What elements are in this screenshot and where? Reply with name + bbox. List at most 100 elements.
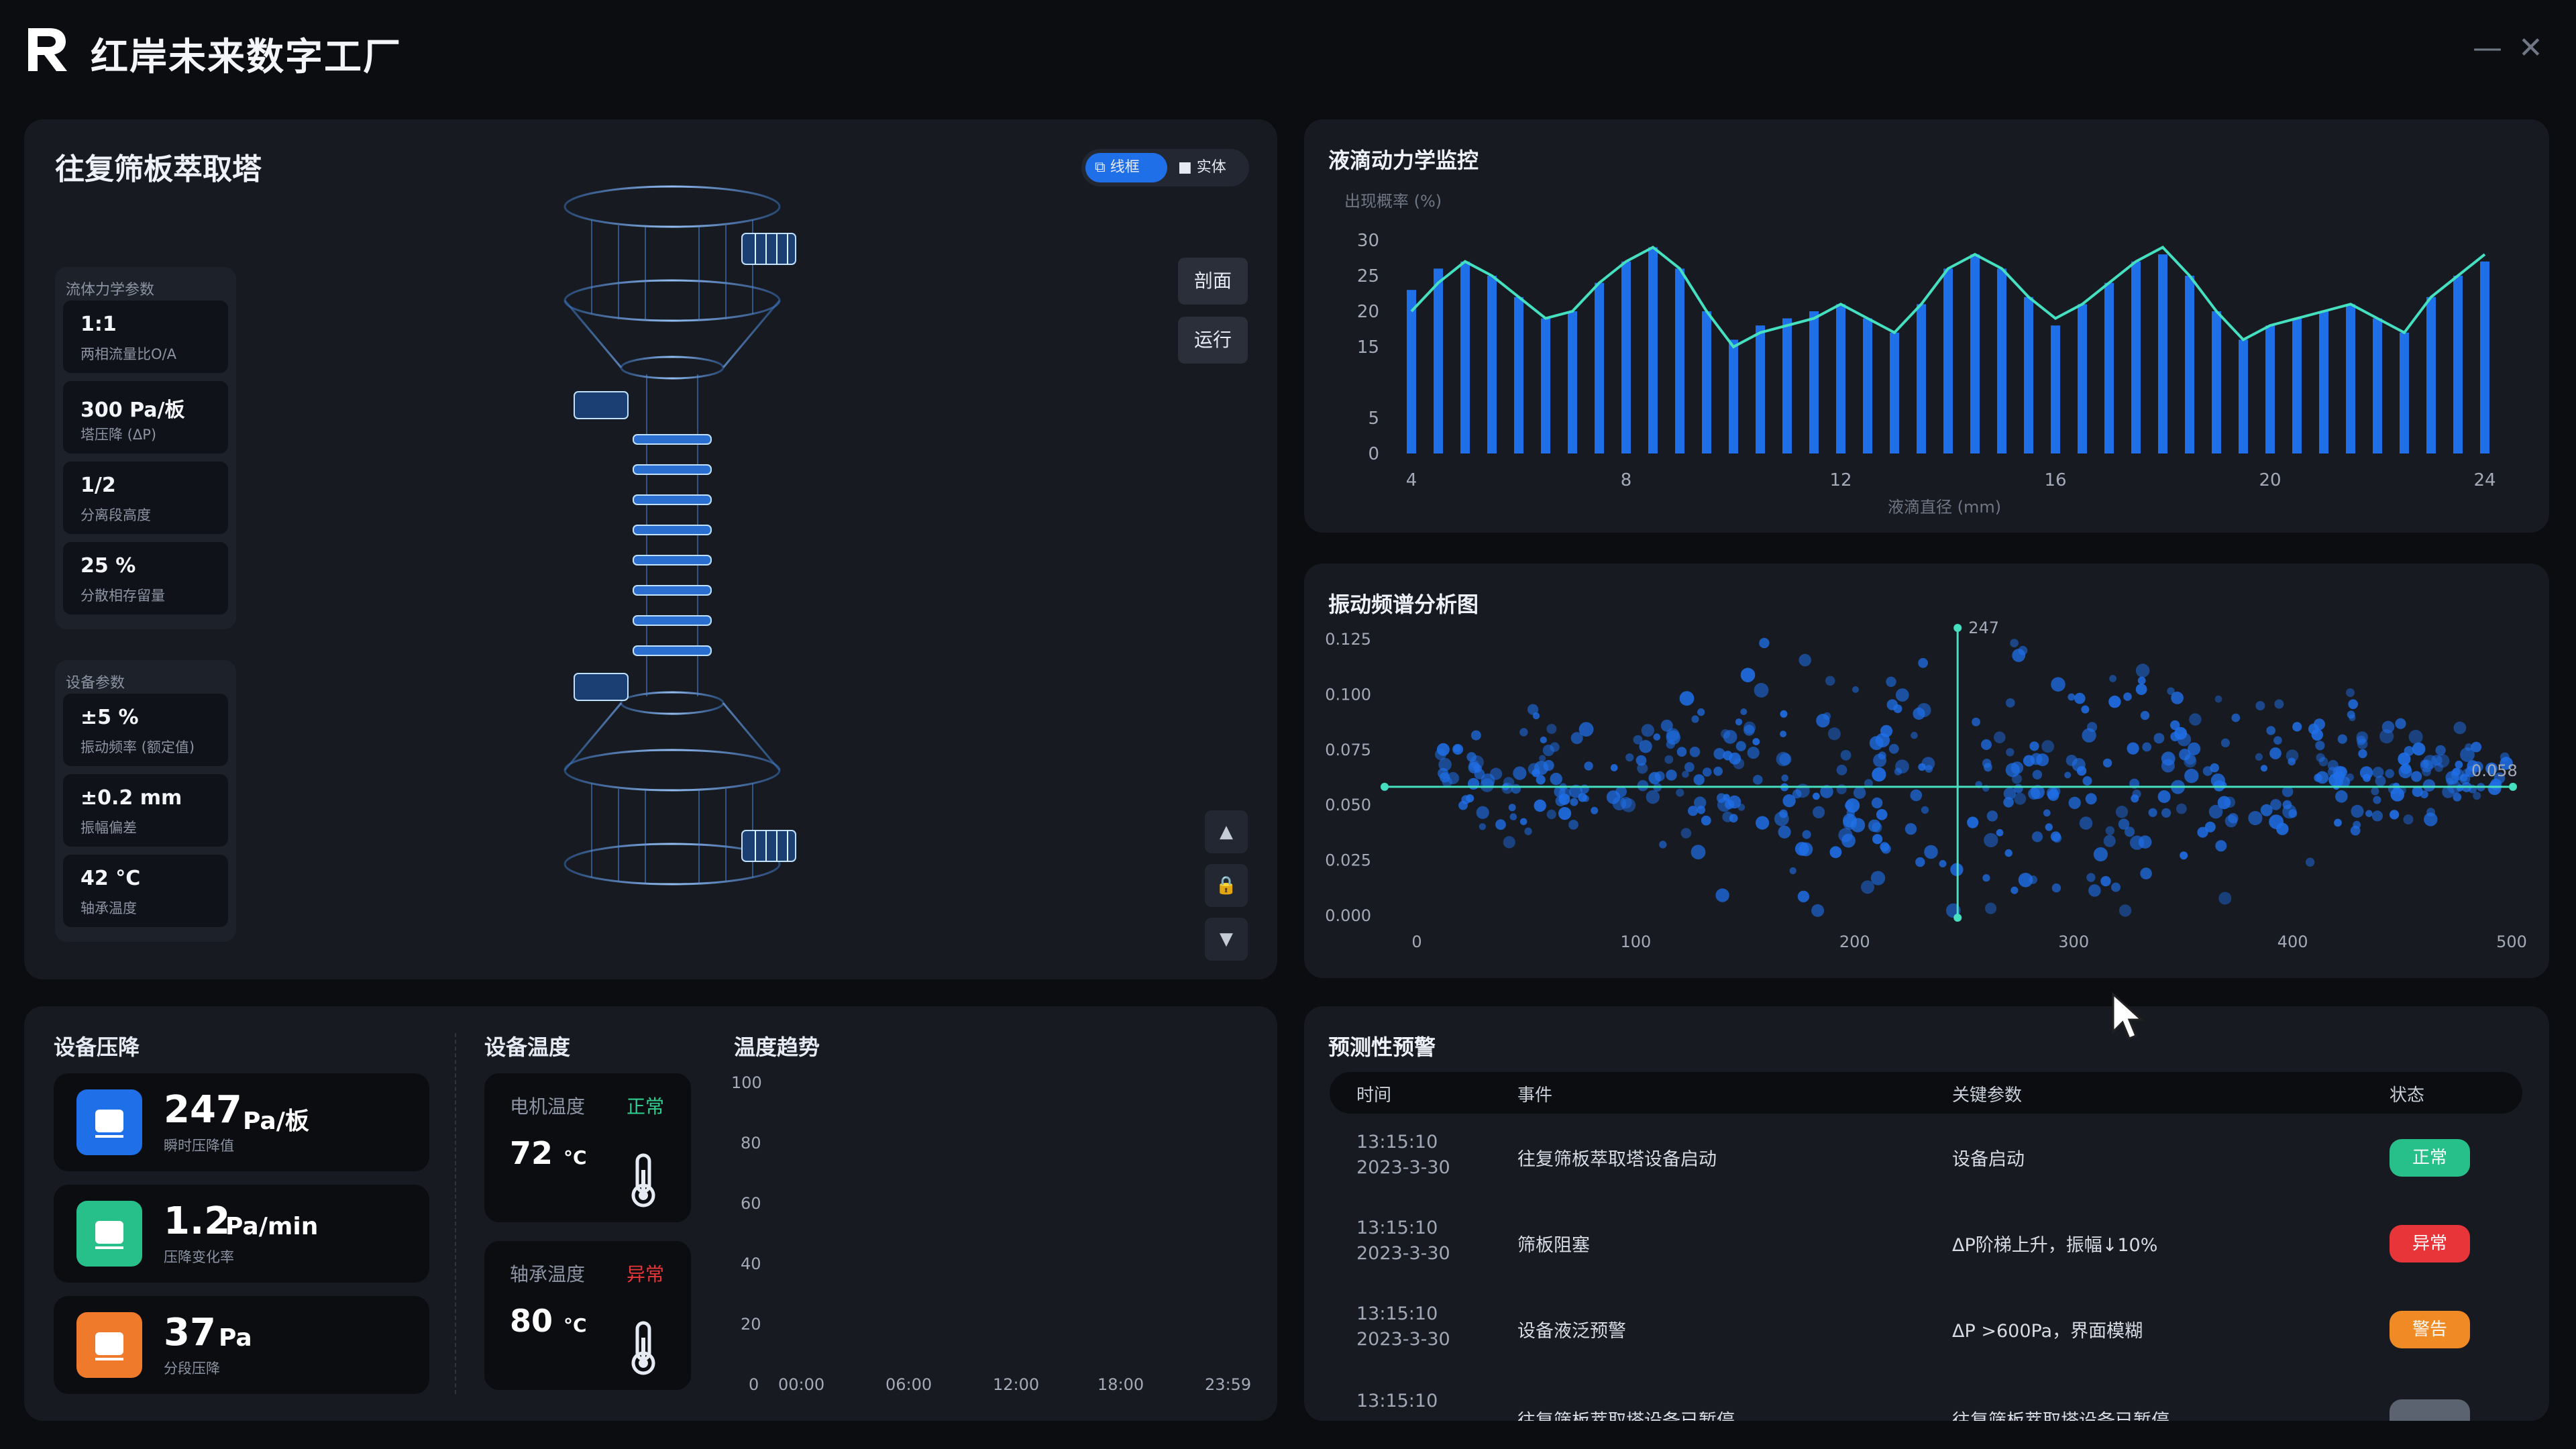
vibration-point [2135,663,2150,678]
trend-x-tick: 12:00 [993,1375,1040,1394]
kpi-value: 1.2 [164,1199,231,1243]
droplet-bar [2158,254,2167,453]
vibration-point [2395,718,2406,729]
param-separation-height: 1/2 分离段高度 [63,462,228,534]
vibration-point [2318,757,2328,767]
vibration-point [2276,822,2289,835]
vibration-point [1646,790,1660,804]
vibration-point [2210,763,2219,773]
vibration-point [2029,741,2039,751]
param-label: 轴承温度 [80,900,137,916]
vibration-point [1878,751,1886,760]
table-row-partial[interactable]: 13:15:10 往复筛板萃取塔设备已暂停 往复筛板萃取塔设备已暂停 [1304,1386,2549,1421]
vibration-point [1476,806,1489,819]
vibration-point [1546,724,1557,735]
vibration-point [1495,819,1506,830]
vibration-point [1503,836,1515,849]
alerts-table-header: 时间 事件 关键参数 状态 [1330,1072,2522,1114]
vibration-point [2111,882,2121,892]
vibration-point [2023,755,2035,767]
vibration-point [2135,684,2147,695]
vibration-point [1740,667,1756,683]
vibration-point [1637,763,1648,774]
vibration-point [1508,804,1516,812]
vibration-point [2434,763,2444,772]
vibration-point [1921,757,1935,770]
vibration-point [2371,810,2383,822]
close-button[interactable]: ✕ [2518,31,2543,65]
vibration-point [1666,740,1675,749]
vibration-point [1666,769,1677,781]
vibration-point [2081,705,2090,714]
temperature-title: 设备温度 [484,1034,571,1060]
vibration-point [1659,841,1667,849]
motor-temp-card: 电机温度 正常 72 °C [484,1073,691,1222]
vibration-point [1743,724,1755,736]
droplet-chart: 30 25 20 15 5 0 4 8 12 16 20 24 [1357,231,2496,490]
droplet-bar [1729,339,1738,453]
vibration-point [2197,826,2208,838]
minimize-button[interactable]: — [2473,31,2502,65]
vibration-x-tick: 200 [1839,932,1870,951]
vibration-point [2453,721,2467,735]
vibration-point [1895,688,1909,702]
view-mode-toggle[interactable]: ⧉ 线框 ■ 实体 [1081,149,1249,186]
kpi-unit: Pa/板 [243,1108,309,1135]
vibration-point [2215,840,2227,852]
vibration-point [1519,728,1528,737]
vibration-point [1691,715,1699,723]
vibration-point [2005,698,2015,708]
vibration-point [2373,796,2381,804]
vibration-point [2260,765,2268,772]
vibration-point [1606,790,1621,804]
vibration-point [2086,873,2096,882]
vibration-point [1737,804,1746,811]
droplet-bar [1863,318,1872,453]
section-button[interactable]: 剖面 [1178,258,1248,305]
vibration-x-tick: 400 [2277,932,2308,951]
vibration-point [2358,749,2367,759]
vibration-point [1716,793,1727,803]
vibration-point [1620,796,1632,809]
vibration-point [1534,799,1546,812]
vibration-point [1684,762,1695,772]
vibration-point [2179,749,2191,761]
mouse-cursor-icon [2112,991,2144,1040]
droplet-x-tick: 12 [1829,470,1851,490]
vibration-point [2137,676,2146,685]
tower-3d-model[interactable] [521,166,843,904]
vibration-chart: 0.125 0.100 0.075 0.050 0.025 0.000 0 100 200 30… [1325,619,2527,951]
droplet-bar [1541,318,1550,453]
header-param: 关键参数 [1952,1085,2023,1106]
motor-temp-value: 72 °C [510,1135,587,1171]
kpi-value: 37 [164,1311,216,1354]
run-button[interactable]: 运行 [1178,317,1248,364]
vibration-point [1735,741,1746,751]
solid-toggle[interactable]: ■ 实体 [1170,153,1245,182]
vibration-point [1984,763,1992,772]
vibration-point [1558,788,1571,800]
droplet-x-tick: 20 [2259,470,2281,490]
droplet-bar [2319,311,2328,453]
vibration-point [2109,675,2116,682]
vibration-point [2153,733,2165,744]
vibration-point [2398,765,2412,779]
droplet-bar [1434,268,1443,453]
vibration-point [1654,771,1665,782]
down-arrow-icon[interactable]: ▼ [1205,918,1248,961]
vibration-point [1468,761,1480,773]
row-event: 筛板阻塞 [1517,1235,1590,1256]
vibration-point [2103,835,2116,847]
wireframe-toggle[interactable]: ⧉ 线框 [1085,153,1167,182]
droplet-x-tick: 8 [1621,470,1632,490]
vibration-point [2266,726,2275,735]
vibration-point [1578,793,1587,802]
vibration-point [2314,773,2322,782]
lock-icon[interactable]: 🔒 [1205,864,1248,907]
up-arrow-icon[interactable]: ▲ [1205,810,1248,853]
droplet-x-tick: 4 [1406,470,1417,490]
vibration-point [1524,827,1532,835]
droplet-bar [1648,247,1658,453]
droplet-bar [2373,318,2382,453]
vibration-point [1813,806,1825,818]
